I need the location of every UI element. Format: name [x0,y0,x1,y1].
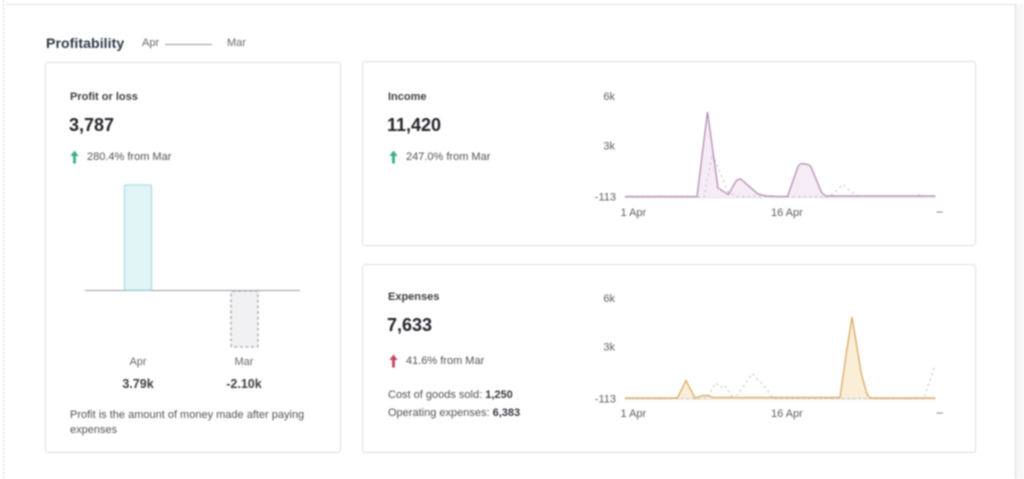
svg-text:16 Apr: 16 Apr [771,207,803,219]
svg-text:16 Apr: 16 Apr [771,408,803,420]
svg-text:–: – [937,407,944,419]
svg-text:1 Apr: 1 Apr [621,408,647,420]
svg-text:3k: 3k [603,342,615,354]
svg-text:–: – [937,206,944,218]
svg-text:1 Apr: 1 Apr [621,207,647,219]
svg-text:3k: 3k [603,141,615,153]
svg-text:6k: 6k [603,91,615,103]
svg-text:-113: -113 [595,192,616,204]
svg-text:-113: -113 [595,394,616,406]
svg-text:6k: 6k [603,293,615,305]
